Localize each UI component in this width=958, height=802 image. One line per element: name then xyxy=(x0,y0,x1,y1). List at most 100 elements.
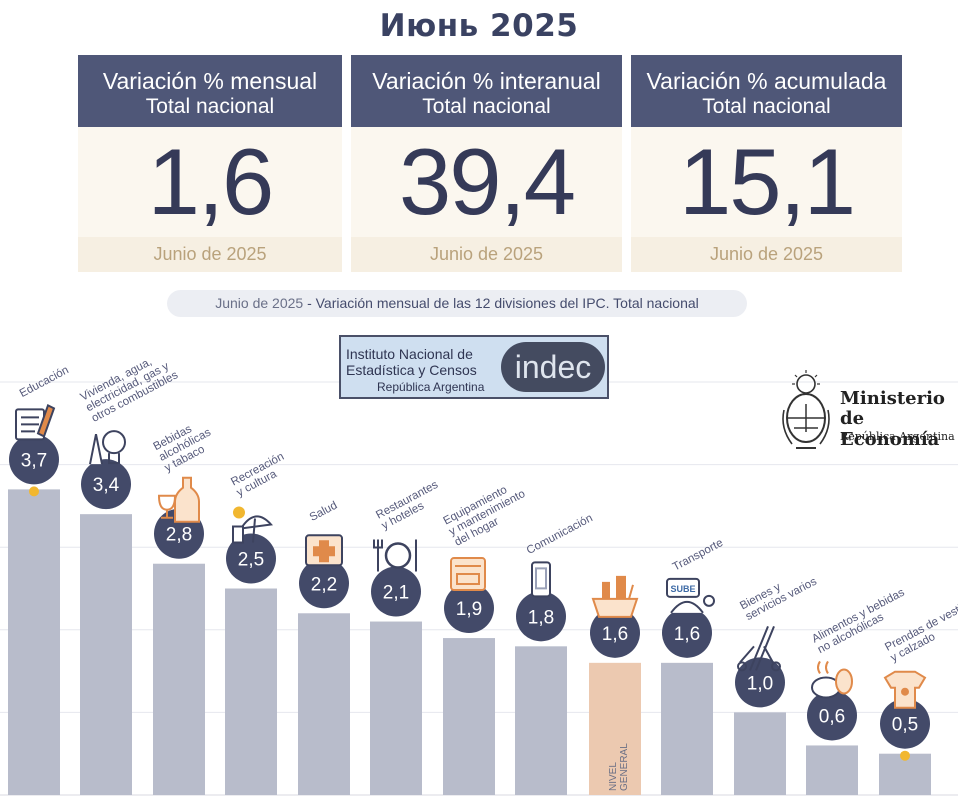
value-label-1: 3,4 xyxy=(93,475,120,496)
smartphone-icon xyxy=(531,561,551,598)
card-period: Junio de 2025 xyxy=(351,237,622,272)
sun-umbrella-icon xyxy=(232,506,273,544)
notebook-pencil-icon xyxy=(15,403,56,441)
bar-8 xyxy=(589,662,641,795)
value-badge-6 xyxy=(444,583,494,634)
value-label-6: 1,9 xyxy=(456,599,482,620)
highlight-dot-0 xyxy=(29,486,39,497)
cumulative-variation-card: Variación % acumulada Total nacional 15,… xyxy=(631,55,902,272)
card-value-area: 39,4 xyxy=(351,127,622,237)
sube-card-icon: SUBE xyxy=(666,577,715,614)
lightbulb-tools-icon xyxy=(89,430,126,465)
bar-11 xyxy=(806,745,858,795)
icon-part xyxy=(89,433,103,465)
category-label-line: Transporte xyxy=(671,537,725,574)
icon-part xyxy=(771,661,781,672)
icon-part xyxy=(36,403,56,438)
value-label-12: 0,5 xyxy=(892,715,918,736)
category-label-10: Bienes yservicios varios xyxy=(738,565,819,623)
icon-part xyxy=(817,660,829,674)
highlight-dot-12 xyxy=(900,750,910,761)
icon-part xyxy=(703,594,715,607)
category-label-4: Salud xyxy=(308,500,340,524)
icon-part xyxy=(252,518,256,543)
food-icon xyxy=(811,660,853,699)
icon-part xyxy=(535,567,547,590)
card-heading: Variación % interanual xyxy=(372,68,601,94)
icon-part xyxy=(901,687,909,696)
value-badge-5 xyxy=(371,566,421,617)
bar-9 xyxy=(661,662,713,795)
value-label-2: 2,8 xyxy=(166,525,192,546)
icon-part xyxy=(232,525,244,544)
general-label: NIVELGENERAL xyxy=(608,743,630,791)
card-header: Variación % acumulada Total nacional xyxy=(631,55,902,127)
indec-wordmark: indec xyxy=(501,342,605,392)
chart-subtitle-date: Junio de 2025 xyxy=(215,295,304,311)
ministerio-country: República Argentina xyxy=(840,430,955,443)
card-value: 15,1 xyxy=(679,129,856,234)
card-header: Variación % interanual Total nacional xyxy=(351,55,622,127)
category-label-1: Vivienda, agua,electricidad, gas yotros … xyxy=(79,348,181,425)
value-label-11: 0,6 xyxy=(819,706,845,727)
value-label-3: 2,5 xyxy=(238,550,264,571)
bar-6 xyxy=(443,638,495,795)
bar-2 xyxy=(153,563,205,795)
value-badge-8 xyxy=(590,607,640,658)
category-label-2: Bebidasalcohólicasy tabaco xyxy=(152,416,219,475)
card-subheading: Total nacional xyxy=(422,95,551,118)
indec-country: República Argentina xyxy=(377,380,485,394)
icon-part xyxy=(739,645,775,665)
value-badge-4 xyxy=(299,558,349,609)
card-heading: Variación % acumulada xyxy=(646,68,887,94)
bar-5 xyxy=(370,621,422,795)
value-label-4: 2,2 xyxy=(311,574,337,595)
icon-part xyxy=(174,476,200,523)
value-badge-1 xyxy=(81,459,131,510)
card-subheading: Total nacional xyxy=(702,95,831,118)
page-title: Июнь 2025 xyxy=(379,8,579,44)
value-label-8: 1,6 xyxy=(602,624,628,645)
oven-icon xyxy=(450,557,486,592)
value-badge-11 xyxy=(807,690,857,741)
icon-part xyxy=(835,668,853,695)
category-label-9: Transporte xyxy=(671,537,725,574)
ministerio-economia-logo: Ministerio de Economía República Argenti… xyxy=(778,368,958,458)
card-period: Junio de 2025 xyxy=(631,237,902,272)
comb-scissors-icon xyxy=(737,626,781,672)
icon-part xyxy=(737,661,747,672)
bar-0 xyxy=(8,489,60,795)
ministerio-line2: de Economía xyxy=(840,408,940,450)
icon-part xyxy=(157,494,177,519)
icon-part xyxy=(455,565,481,586)
category-label-12: Prendas de vestiry calzado xyxy=(883,601,958,664)
indec-name-line1: Instituto Nacional de xyxy=(346,346,473,362)
yearly-variation-card: Variación % interanual Total nacional 39… xyxy=(351,55,622,272)
category-label-line: Alimentos y bebidas xyxy=(810,586,907,645)
general-label-line: NIVEL xyxy=(608,762,619,791)
category-label-7: Comunicación xyxy=(525,512,595,557)
bar-1 xyxy=(80,514,132,795)
card-subheading: Total nacional xyxy=(145,95,275,118)
bar-7 xyxy=(515,646,567,795)
bottle-glass-icon xyxy=(157,476,200,523)
value-badge-0 xyxy=(9,434,59,485)
general-label-line: GENERAL xyxy=(619,743,630,791)
icon-part xyxy=(384,542,412,569)
card-value-area: 15,1 xyxy=(631,127,902,237)
bar-4 xyxy=(298,613,350,795)
card-period: Junio de 2025 xyxy=(78,237,342,272)
plate-cutlery-icon xyxy=(373,539,417,572)
value-badge-7 xyxy=(516,591,566,642)
card-value: 1,6 xyxy=(147,129,275,234)
chart-subtitle: Junio de 2025 - Variación mensual de las… xyxy=(167,290,747,317)
icon-part xyxy=(313,540,335,563)
icon-part xyxy=(108,453,120,465)
icon-part xyxy=(233,506,245,519)
category-label-3: Recreacióny cultura xyxy=(229,451,292,500)
value-label-5: 2,1 xyxy=(383,583,409,604)
bar-10 xyxy=(734,712,786,795)
value-label-7: 1,8 xyxy=(528,607,554,628)
chart-subtitle-text: - Variación mensual de las 12 divisiones… xyxy=(303,295,699,311)
